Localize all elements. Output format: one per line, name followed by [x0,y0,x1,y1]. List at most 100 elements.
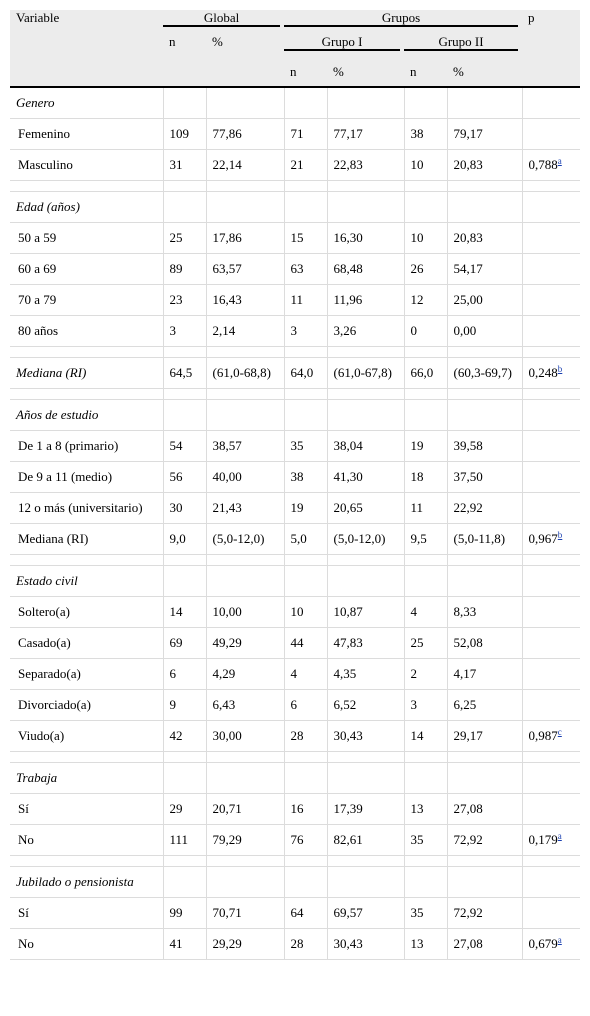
table-row: Casado(a) 69 49,29 44 47,83 25 52,08 [10,627,581,659]
cell-pct: 29,29 [205,928,285,960]
demographics-table: Variable Global Grupos p n % Grupo I Gru… [10,10,581,960]
cell-pct1: 16,30 [326,222,405,254]
cell-pct1: 38,04 [326,430,405,462]
cell-n2: 25 [403,627,448,659]
cell-pct: 17,86 [205,222,285,254]
cell-n1: 16 [283,793,328,825]
section-header-row: Edad (años) [10,191,581,223]
row-label: Sí [10,897,163,929]
cell-pct: 77,86 [205,118,285,150]
row-label: De 9 a 11 (medio) [10,461,163,493]
row-label: 80 años [10,315,163,347]
row-label: Sí [10,793,163,825]
footnote-link[interactable]: b [557,363,563,374]
cell-n2: 13 [403,793,448,825]
cell-n: 6 [162,658,206,690]
cell-n1: 28 [283,720,328,752]
cell-pct2: 72,92 [446,824,523,856]
cell-n1: 5,0 [283,523,328,555]
table-body: Genero Femenino 109 77,86 71 77,17 38 79,17 Masc… [10,87,581,960]
section-header-row: Estado civil [10,565,581,597]
cell-n2: 10 [403,222,448,254]
row-label: Masculino [10,149,163,181]
cell-p [521,596,581,628]
table-row: No 111 79,29 76 82,61 35 72,92 0,179a [10,824,581,856]
cell-pct2: 4,17 [446,658,523,690]
cell-pct: 6,43 [205,689,285,721]
cell-pct2: 27,08 [446,793,523,825]
cell-p: 0,248b [521,357,581,389]
cell-n1: 3 [283,315,328,347]
cell-n1: 44 [283,627,328,659]
cell-n1: 21 [283,149,328,181]
cell-n: 29 [162,793,206,825]
row-label: Viudo(a) [10,720,163,752]
header-global-pct: % [206,30,285,60]
cell-pct: 49,29 [205,627,285,659]
cell-pct: 79,29 [205,824,285,856]
cell-pct2: (5,0-11,8) [446,523,523,555]
cell-pct: 10,00 [205,596,285,628]
section-title: Trabaja [10,762,163,794]
table-row: 50 a 59 25 17,86 15 16,30 10 20,83 [10,222,581,254]
table-header: Variable Global Grupos p n % Grupo I Gru… [10,10,581,88]
cell-n: 25 [162,222,206,254]
row-label: Femenino [10,118,163,150]
section-spacer [10,346,581,358]
cell-pct2: 20,83 [446,222,523,254]
section-spacer [10,388,581,400]
cell-pct2: 79,17 [446,118,523,150]
footnote-link[interactable]: c [557,726,562,737]
cell-pct: (5,0-12,0) [205,523,285,555]
cell-n2: 10 [403,149,448,181]
table-row: Mediana (RI) 9,0 (5,0-12,0) 5,0 (5,0-12,0) 9,… [10,523,581,555]
table-row: Viudo(a) 42 30,00 28 30,43 14 29,17 0,987c [10,720,581,752]
cell-n1: 19 [283,492,328,524]
cell-n1: 6 [283,689,328,721]
cell-p [521,222,581,254]
cell-n: 42 [162,720,206,752]
cell-pct1: 4,35 [326,658,405,690]
cell-n: 99 [162,897,206,929]
cell-p [521,284,581,316]
cell-p [521,689,581,721]
cell-p: 0,967b [521,523,581,555]
cell-n2: 11 [403,492,448,524]
cell-pct: 38,57 [205,430,285,462]
table-row: De 1 a 8 (primario) 54 38,57 35 38,04 19 39,58 [10,430,581,462]
cell-pct2: 0,00 [446,315,523,347]
cell-n2: 4 [403,596,448,628]
cell-pct: 63,57 [205,253,285,285]
cell-pct: 30,00 [205,720,285,752]
table-row: 80 años 3 2,14 3 3,26 0 0,00 [10,315,581,347]
header-grupo1-pct: % [327,60,405,88]
cell-p: 0,987c [521,720,581,752]
header-p: p [522,10,581,30]
row-label: Divorciado(a) [10,689,163,721]
footnote-link[interactable]: a [557,934,562,945]
table-row: Divorciado(a) 9 6,43 6 6,52 3 6,25 [10,689,581,721]
cell-p: 0,179a [521,824,581,856]
cell-p [521,492,581,524]
cell-p [521,627,581,659]
section-spacer [10,180,581,192]
cell-pct2: 6,25 [446,689,523,721]
cell-n2: 35 [403,897,448,929]
header-grupo2-pct: % [447,60,523,88]
cell-n2: 3 [403,689,448,721]
cell-n2: 14 [403,720,448,752]
cell-pct2: (60,3-69,7) [446,357,523,389]
footnote-link[interactable]: a [557,155,562,166]
section-title: Jubilado o pensionista [10,866,163,898]
cell-p [521,793,581,825]
header-global-n: n [163,30,206,60]
cell-n: 64,5 [162,357,206,389]
section-spacer [10,751,581,763]
cell-pct: 22,14 [205,149,285,181]
footnote-link[interactable]: b [557,529,563,540]
cell-pct1: (5,0-12,0) [326,523,405,555]
p-value: 0,967 [528,531,558,546]
table-row: 60 a 69 89 63,57 63 68,48 26 54,17 [10,253,581,285]
cell-n1: 35 [283,430,328,462]
footnote-link[interactable]: a [557,830,562,841]
